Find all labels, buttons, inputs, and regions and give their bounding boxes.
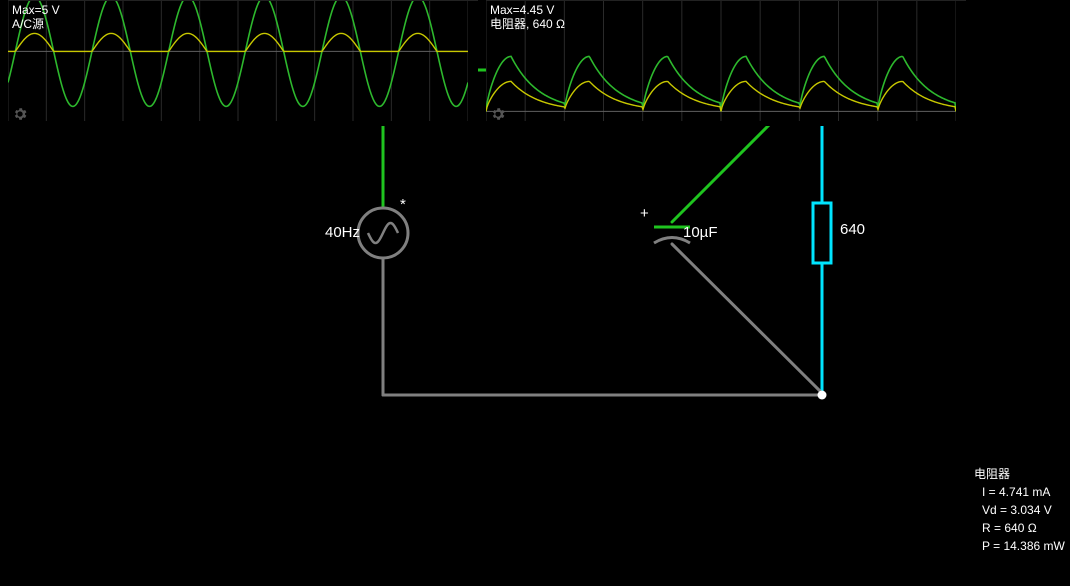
source-label: 40Hz <box>325 224 360 241</box>
info-line: I = 4.741 mA <box>974 483 1065 501</box>
info-panel: 电阻器 I = 4.741 mA Vd = 3.034 V R = 640 Ω … <box>974 465 1065 555</box>
scope-source[interactable]: Max=5 V A/C源 <box>8 0 478 126</box>
info-title: 电阻器 <box>974 465 1065 483</box>
scope-resistor-label: Max=4.45 V 电阻器, 640 Ω <box>490 3 565 32</box>
scope-resistor[interactable]: Max=4.45 V 电阻器, 640 Ω <box>486 0 966 126</box>
gear-icon[interactable] <box>12 106 28 122</box>
source-marker: * <box>400 196 406 213</box>
info-line: P = 14.386 mW <box>974 537 1065 555</box>
gear-icon[interactable] <box>490 106 506 122</box>
info-line: Vd = 3.034 V <box>974 501 1065 519</box>
capacitor-polarity: + <box>640 205 649 222</box>
scope-source-label: Max=5 V A/C源 <box>12 3 60 32</box>
capacitor-label: 10µF <box>683 224 718 241</box>
info-line: R = 640 Ω <box>974 519 1065 537</box>
resistor-label: 640 <box>840 221 865 238</box>
